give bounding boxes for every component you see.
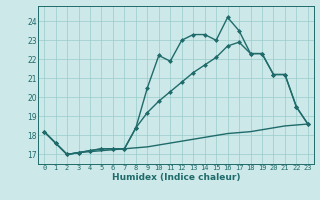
X-axis label: Humidex (Indice chaleur): Humidex (Indice chaleur) — [112, 173, 240, 182]
